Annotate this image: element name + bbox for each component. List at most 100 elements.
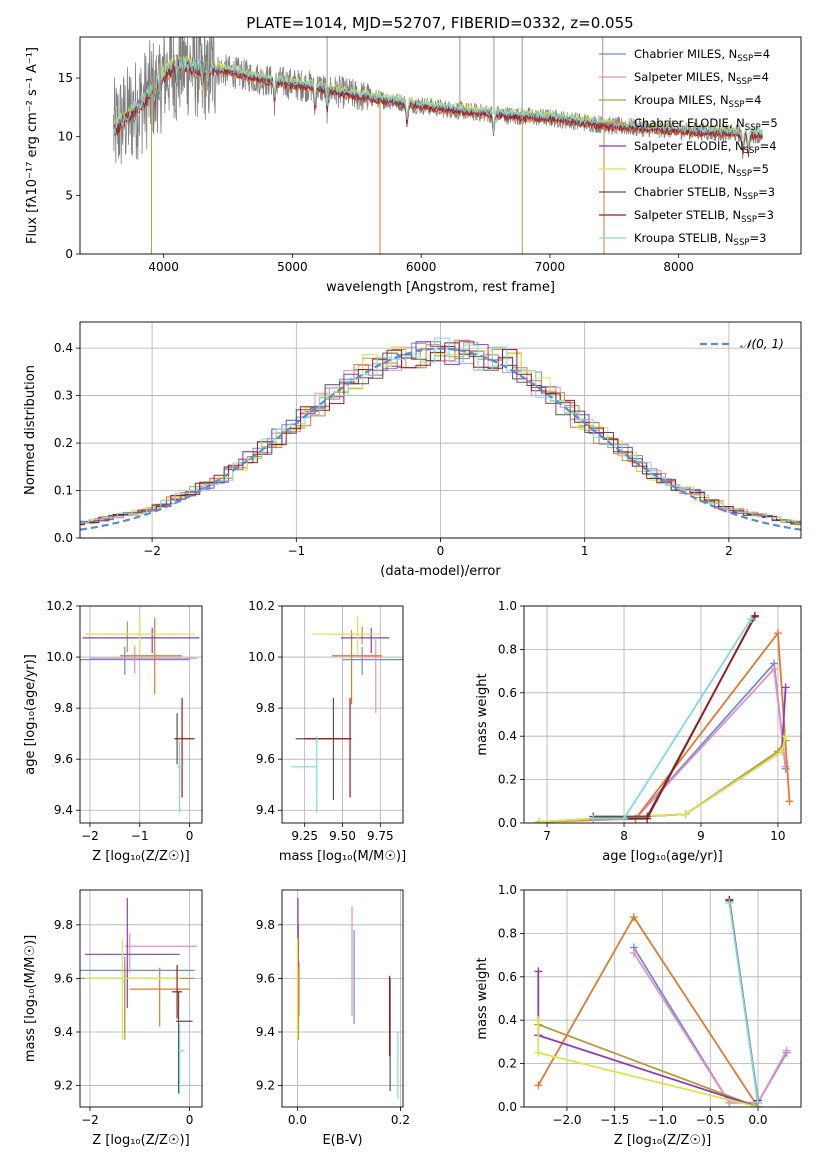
age-vs-metallicity-panel: −2 −1 0 9.4 9.6 9.8 10.0 10.2 Z [log₁₀(Z/Z☉)] age… <box>23 599 203 864</box>
y-tick-label: 9.2 <box>256 1079 275 1093</box>
plot-area <box>80 616 200 813</box>
x-axis-label: Z [log₁₀(Z/Z☉)] <box>614 1133 711 1148</box>
weight-line-salpeter-elodie <box>539 687 787 823</box>
weight-marker-kroupa-stelib <box>620 814 629 823</box>
residuals-panel: −2 −1 0 1 2 0.0 0.1 0.2 0.3 0.4 (data-model)/error… <box>23 321 802 579</box>
legend-label-count: =5 <box>752 162 769 176</box>
errorbar-kroupa-stelib <box>291 736 318 813</box>
weight-marker-kroupa-elodie <box>535 817 544 823</box>
weight-marker-chabrier-elodie <box>773 629 782 638</box>
axes-frame <box>281 889 404 1108</box>
weight-marker-chabrier-elodie <box>785 797 794 806</box>
x-tick-label: −1 <box>131 829 149 843</box>
x-tick-label: −1 <box>287 544 305 558</box>
legend-label-text: Chabrier STELIB, N <box>634 185 742 199</box>
legend-label-text: Chabrier MILES, N <box>634 47 737 61</box>
y-tick-label: 10 <box>58 130 73 144</box>
model-spectrum-kroupa-elodie <box>113 54 763 152</box>
errorbar-chabrier-stelib <box>176 991 193 1094</box>
axes-frame <box>79 605 203 824</box>
x-tick-label: −2 <box>81 1113 99 1127</box>
weight-marker-kroupa-stelib <box>746 615 755 624</box>
weight-marker-salpeter-miles <box>629 948 638 957</box>
x-tick-label: 1 <box>581 544 589 558</box>
legend-label-kroupa-stelib: Kroupa STELIB, NSSP=3 <box>634 231 766 248</box>
y-tick-label: 1.0 <box>498 599 517 613</box>
y-tick-label: 9.4 <box>256 803 275 817</box>
x-tick-label: 4000 <box>148 260 179 274</box>
x-tick-label: 5000 <box>277 260 308 274</box>
residual-histogram-salpeter-elodie <box>80 340 801 525</box>
weight-marker-kroupa-stelib <box>754 1098 763 1107</box>
y-axis-label: Normed distribution <box>23 365 38 495</box>
legend-label-subscript: SSP <box>734 238 750 248</box>
x-tick-label: −2 <box>81 829 99 843</box>
y-tick-label: 0.4 <box>498 729 517 743</box>
errorbar-kroupa-miles <box>84 621 175 652</box>
legend-label-subscript: SSP <box>744 146 760 156</box>
legend-label-text: Salpeter ELODIE, N <box>634 139 744 153</box>
spectrum-panel: 4000 5000 6000 7000 8000 0 5 10 15 wavelength [An… <box>25 36 802 295</box>
errorbar-chabrier-elodie <box>119 617 183 695</box>
x-tick-label: −2 <box>143 544 161 558</box>
errorbar-kroupa-elodie <box>84 616 195 652</box>
y-tick-label: 0.2 <box>498 1057 517 1071</box>
x-tick-label: 0 <box>437 544 445 558</box>
axes-frame <box>79 36 802 255</box>
legend-label-text: Salpeter STELIB, N <box>634 208 741 222</box>
weight-line-salpeter-miles <box>593 666 787 820</box>
legend-label-text: Kroupa ELODIE, N <box>634 162 736 176</box>
legend-label-count: =4 <box>760 139 777 153</box>
weight-line-kroupa-elodie <box>539 735 787 823</box>
x-tick-label: 8 <box>620 829 628 843</box>
errorbar-chabrier-elodie <box>331 630 382 705</box>
legend-label-count: =3 <box>749 231 766 245</box>
y-axis-label: mass weight <box>475 673 490 755</box>
x-tick-label: 9 <box>697 829 705 843</box>
y-tick-label: 0.3 <box>54 389 73 403</box>
legend-label-chabrier-miles: Chabrier MILES, NSSP=4 <box>634 47 770 64</box>
legend-label-count: =4 <box>753 47 770 61</box>
legend-label-salpeter-elodie: Salpeter ELODIE, NSSP=4 <box>634 139 777 156</box>
x-tick-label: 7 <box>543 829 551 843</box>
y-tick-label: 9.8 <box>256 918 275 932</box>
legend-label-kroupa-miles: Kroupa MILES, NSSP=4 <box>634 93 761 110</box>
y-tick-label: 0.4 <box>498 1013 517 1027</box>
plot-area <box>113 37 763 254</box>
y-tick-label: 9.8 <box>54 918 73 932</box>
figure-title: PLATE=1014, MJD=52707, FIBERID=0332, z=0… <box>246 14 633 32</box>
y-tick-label: 0.1 <box>54 484 73 498</box>
legend-label-salpeter-miles: Salpeter MILES, NSSP=4 <box>634 70 769 87</box>
errorbar-chabrier-stelib <box>295 697 352 801</box>
x-tick-label: −1.5 <box>600 1113 629 1127</box>
plot-area <box>80 898 198 1094</box>
weight-vs-metallicity-panel: −2.0 −1.5 −1.0 −0.5 0.0 0.0 0.2 0.4 0.6 0.8 1.0 Z [… <box>475 883 802 1148</box>
x-tick-label: 2 <box>725 544 733 558</box>
legend-label-chabrier-elodie: Chabrier ELODIE, NSSP=5 <box>634 116 778 133</box>
plot-area <box>291 616 403 813</box>
gaussian-curve <box>80 347 801 531</box>
errorbar-salpeter-elodie <box>84 898 180 1008</box>
x-axis-label: E(B-V) <box>322 1133 362 1148</box>
x-tick-label: 10 <box>770 829 785 843</box>
errorbar-chabrier-miles <box>342 646 403 675</box>
x-tick-label: −0.5 <box>696 1113 725 1127</box>
legend-label-count: =5 <box>761 116 778 130</box>
errorbar-salpeter-miles <box>360 639 384 714</box>
plot-area <box>80 337 801 531</box>
weight-marker-kroupa-elodie <box>534 1016 543 1025</box>
legend-label-text: Salpeter MILES, N <box>634 70 736 84</box>
weight-marker-chabrier-elodie <box>629 913 638 922</box>
residual-histogram-salpeter-stelib <box>80 342 801 526</box>
plot-area <box>535 611 794 823</box>
legend-label-text: Kroupa MILES, N <box>634 93 729 107</box>
age-vs-mass-panel: 9.25 9.50 9.75 9.4 9.6 9.8 10.0 10.2 mass [log₁₀… <box>248 599 406 864</box>
residual-histogram-salpeter-miles <box>80 346 801 525</box>
weight-marker-kroupa-elodie <box>777 747 786 756</box>
errorbar-salpeter-miles <box>124 932 198 974</box>
x-tick-label: 7000 <box>535 260 566 274</box>
y-tick-label: 9.6 <box>256 752 275 766</box>
y-tick-label: 0.2 <box>498 773 517 787</box>
